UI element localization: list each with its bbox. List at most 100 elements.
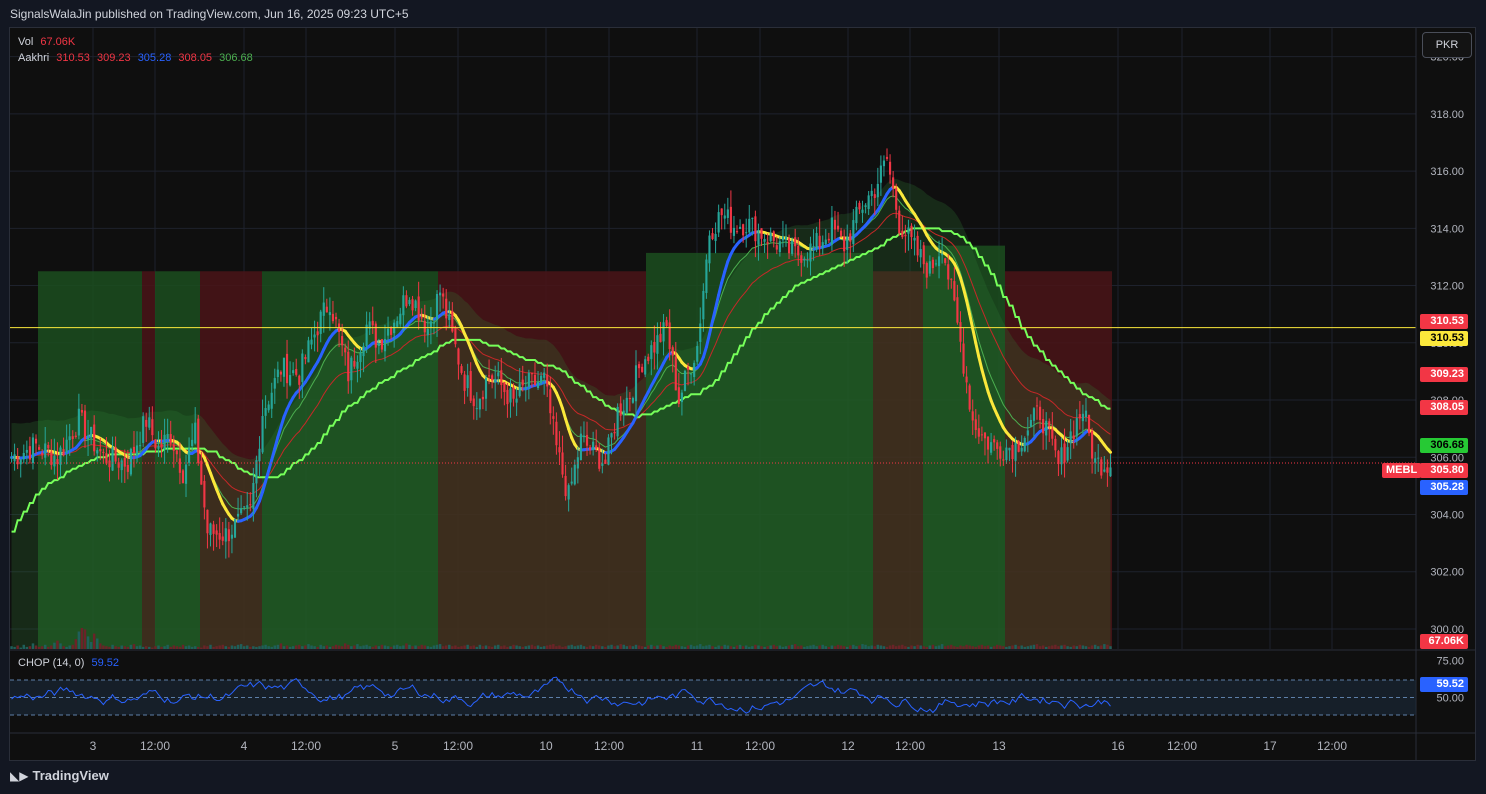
candle-body-276 [855, 206, 858, 224]
volume-bar-75 [239, 644, 243, 649]
candle-body-318 [983, 432, 987, 439]
y-tick-9: 302.00 [1430, 567, 1464, 579]
candle-body-4 [22, 453, 25, 460]
candle-body-77 [246, 505, 249, 508]
candle-body-296 [916, 235, 919, 256]
candle-body-87 [276, 369, 279, 378]
volume-bar-146 [457, 646, 460, 649]
x-tick-3: 12:00 [291, 739, 321, 753]
candle-body-212 [659, 333, 662, 343]
volume-bar-18 [65, 646, 68, 649]
candle-body-260 [806, 259, 809, 261]
candle-body-174 [543, 372, 546, 378]
volume-bar-61 [197, 646, 200, 649]
currency-button[interactable]: PKR [1422, 32, 1472, 58]
volume-bar-142 [444, 645, 448, 649]
volume-bar-32 [108, 646, 111, 649]
smooth-seg-89 [279, 415, 286, 429]
candle-body-116 [365, 324, 368, 347]
tradingview-logo[interactable]: ◣▶ TradingView [10, 768, 109, 783]
candle-body-166 [518, 383, 521, 397]
volume-bar-91 [288, 646, 292, 649]
volume-bar-356 [1100, 645, 1103, 649]
candle-body-142 [445, 298, 448, 319]
volume-bar-186 [579, 644, 583, 649]
volume-bar-224 [695, 645, 699, 649]
candle-body-317 [980, 434, 983, 436]
volume-bar-86 [273, 645, 277, 649]
region-3 [155, 271, 200, 649]
volume-bar-120 [377, 646, 381, 649]
candle-body-324 [1002, 459, 1005, 461]
smooth-seg-313 [965, 299, 972, 316]
volume-bar-308 [953, 646, 956, 649]
volume-bar-113 [356, 644, 359, 649]
volume-bar-19 [68, 645, 71, 649]
volume-bar-130 [408, 644, 411, 649]
volume-bar-263 [815, 646, 818, 649]
volume-bar-257 [797, 646, 800, 649]
candle-body-323 [999, 446, 1002, 459]
volume-bar-128 [402, 645, 405, 649]
volume-bar-175 [546, 645, 549, 649]
volume-bar-280 [867, 646, 870, 649]
volume-bar-183 [570, 644, 573, 649]
chop-legend: CHOP (14, 0) 59.52 [18, 657, 119, 669]
volume-bar-10 [40, 646, 44, 649]
candle-body-144 [451, 310, 454, 332]
volume-bar-96 [304, 645, 307, 649]
volume-bar-317 [980, 644, 984, 649]
candle-body-74 [236, 513, 240, 517]
candle-body-200 [622, 410, 625, 416]
candle-body-272 [843, 236, 846, 252]
volume-bar-84 [267, 646, 270, 649]
volume-bar-335 [1035, 644, 1039, 649]
candle-body-25 [86, 435, 90, 440]
cloud-band [11, 178, 1111, 649]
volume-bar-49 [160, 646, 163, 649]
volume-bar-279 [864, 644, 867, 649]
volume-bar-244 [757, 645, 760, 649]
volume-bar-41 [135, 646, 139, 649]
candle-body-54 [175, 450, 178, 455]
candle-body-183 [570, 481, 573, 484]
candle-body-9 [38, 447, 41, 450]
candle-body-101 [319, 311, 322, 334]
volume-bar-123 [386, 646, 390, 649]
x-tick-1: 12:00 [140, 739, 170, 753]
y-tick-8: 304.00 [1430, 509, 1464, 521]
smooth-seg-228 [704, 332, 711, 349]
volume-bar-13 [50, 645, 53, 649]
volume-bar-339 [1048, 646, 1051, 649]
candle-body-198 [616, 406, 619, 437]
candle-body-217 [674, 356, 677, 391]
volume-bars [10, 628, 1112, 649]
volume-bar-309 [956, 646, 959, 649]
price-tag-1: 310.53 [1420, 331, 1468, 346]
candle-body-102 [322, 302, 325, 316]
candle-body-281 [870, 190, 873, 197]
x-tick-2: 4 [241, 739, 248, 753]
volume-bar-359 [1109, 646, 1112, 649]
volume-bar-158 [493, 645, 497, 649]
candle-body-316 [977, 428, 980, 437]
volume-bar-285 [882, 646, 886, 649]
volume-bar-30 [102, 645, 105, 649]
volume-bar-215 [668, 645, 671, 649]
volume-bar-214 [665, 646, 668, 649]
x-tick-7: 12:00 [594, 739, 624, 753]
volume-bar-107 [337, 645, 341, 649]
candle-body-219 [680, 392, 683, 403]
candle-body-313 [968, 385, 971, 410]
candle-body-303 [937, 256, 941, 267]
candle-body-32 [108, 460, 111, 468]
candle-body-109 [344, 347, 347, 353]
candle-body-309 [956, 297, 959, 323]
candle-body-232 [720, 208, 723, 216]
volume-bar-48 [157, 645, 160, 649]
aakhri-label: Aakhri [18, 52, 50, 64]
region-5 [262, 271, 438, 649]
candle-body-141 [442, 293, 445, 297]
volume-bar-226 [702, 646, 705, 649]
